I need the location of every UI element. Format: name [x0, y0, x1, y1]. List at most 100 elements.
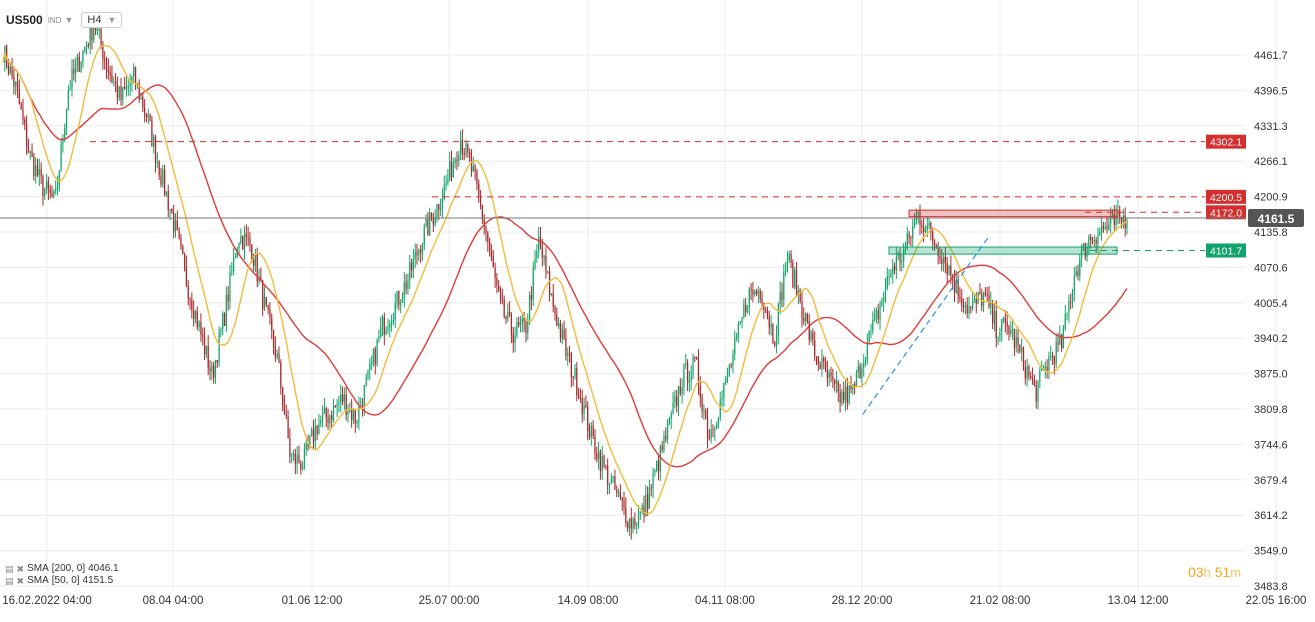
candle-body	[160, 175, 162, 185]
candle-body	[396, 291, 398, 303]
close-icon[interactable]: ✖	[16, 564, 25, 574]
symbol-selector[interactable]: US500 IND ▼	[6, 13, 73, 27]
candle-body	[211, 365, 213, 372]
candle-body	[162, 169, 164, 185]
candle-body	[1099, 232, 1101, 236]
candle-body	[904, 248, 907, 251]
candle-body	[772, 323, 774, 343]
candle-body	[207, 345, 209, 368]
candle-body	[886, 276, 888, 288]
candle-body	[252, 259, 255, 266]
candle-body	[100, 28, 102, 45]
candle-body	[781, 291, 783, 301]
candle-body	[792, 262, 794, 288]
candle-body	[763, 303, 765, 310]
candle-body	[1044, 366, 1046, 369]
legend-params: [200, 0]	[51, 563, 86, 574]
candle-body	[774, 342, 776, 346]
candle-body	[741, 317, 743, 322]
settings-icon[interactable]: ▤	[5, 576, 14, 586]
candle-body	[676, 396, 678, 406]
candle-body	[1060, 334, 1063, 349]
candle-body	[385, 329, 387, 335]
candle-body	[948, 266, 950, 275]
candle-body	[819, 364, 821, 370]
candle-body	[22, 109, 24, 120]
candle-body	[343, 394, 346, 402]
candle-body	[267, 304, 269, 310]
candle-body	[657, 460, 660, 472]
candle-body	[167, 191, 169, 210]
candle-body	[997, 336, 999, 339]
candle-body	[732, 353, 734, 366]
candle-body	[768, 317, 770, 328]
candle-body	[846, 386, 848, 403]
candle-body	[1041, 369, 1043, 371]
candle-body	[639, 511, 641, 514]
candle-body	[478, 183, 480, 196]
candle-body	[536, 250, 538, 259]
candle-body	[901, 260, 903, 263]
candle-body	[932, 231, 934, 241]
candle-body	[547, 271, 549, 273]
candle-body	[910, 237, 912, 239]
y-tick-label: 3809.8	[1254, 404, 1288, 416]
candle-body	[185, 265, 188, 286]
candle-body	[596, 453, 598, 460]
candle-body	[545, 255, 547, 272]
legend-item-sma200: ▤ ✖ SMA [200, 0] 4046.1	[5, 563, 119, 575]
candle-body	[674, 396, 676, 403]
candle-body	[1091, 239, 1094, 241]
candle-body	[1115, 214, 1117, 225]
candle-body	[47, 181, 50, 190]
support-price-label: 4101.7	[1210, 245, 1242, 257]
candle-body	[717, 417, 720, 425]
candle-body	[788, 253, 790, 261]
candle-body	[438, 204, 440, 211]
close-icon[interactable]: ✖	[16, 576, 25, 586]
candle-body	[216, 359, 218, 363]
candle-body	[78, 56, 80, 72]
candle-body	[688, 380, 691, 383]
candle-body	[291, 455, 293, 457]
candle-body	[35, 165, 37, 177]
candle-body	[96, 29, 99, 31]
candle-body	[908, 233, 910, 238]
candle-body	[957, 279, 959, 297]
timeframe-selector[interactable]: H4 ▼	[81, 12, 123, 28]
candle-body	[329, 415, 331, 424]
candle-body	[441, 198, 444, 208]
candle-body	[347, 411, 349, 415]
candle-body	[565, 338, 567, 356]
candle-body	[964, 304, 967, 308]
candle-body	[863, 362, 865, 368]
candle-body	[387, 327, 389, 330]
candle-body	[634, 518, 636, 526]
candle-body	[176, 220, 178, 230]
candle-body	[561, 329, 563, 339]
candle-body	[205, 345, 208, 355]
candle-body	[76, 56, 79, 65]
candle-body	[178, 229, 180, 238]
candle-body	[213, 365, 215, 378]
candle-body	[282, 387, 284, 406]
candle-body	[797, 290, 799, 295]
sma-200-line	[2, 51, 1128, 468]
settings-icon[interactable]: ▤	[5, 564, 14, 574]
candle-body	[823, 357, 825, 362]
candle-body	[238, 242, 240, 248]
candle-body	[73, 68, 75, 74]
candle-body	[276, 353, 278, 358]
candle-body	[922, 226, 925, 233]
y-tick-label: 3744.6	[1254, 439, 1288, 451]
candle-body	[514, 335, 516, 343]
candle-body	[530, 295, 533, 300]
candle-body	[405, 282, 407, 289]
candle-body	[607, 466, 609, 485]
candle-body	[888, 275, 890, 277]
candle-body	[817, 356, 819, 365]
candle-body	[300, 463, 302, 470]
candle-body	[51, 192, 53, 197]
